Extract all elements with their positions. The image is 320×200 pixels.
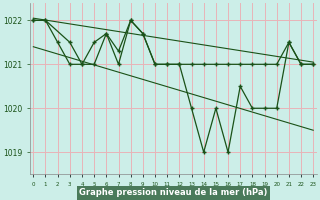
X-axis label: Graphe pression niveau de la mer (hPa): Graphe pression niveau de la mer (hPa) <box>79 188 268 197</box>
